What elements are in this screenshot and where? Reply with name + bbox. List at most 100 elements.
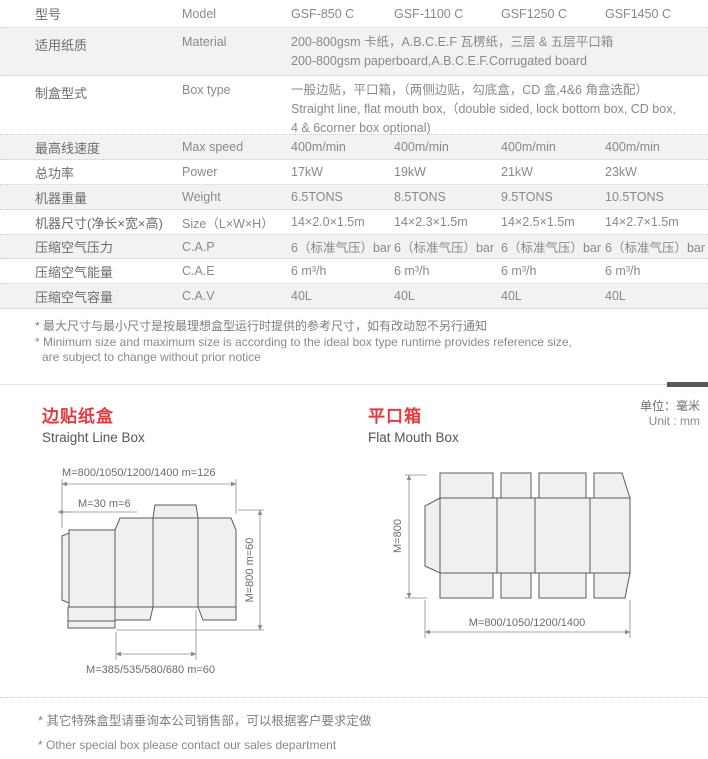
row-label-cn: 机器重量 <box>35 190 88 206</box>
cell-merged: 200-800gsm 卡纸，A.B.C.E.F 瓦楞纸，三层 & 五层平口箱 2… <box>291 28 708 76</box>
footnote-line: * Minimum size and maximum size is accor… <box>35 334 572 349</box>
straight-line-box-diagram: M=800/1050/1200/1400 m=126 M=30 m=6 M=80… <box>57 467 264 676</box>
row-label-en: Weight <box>182 190 221 204</box>
cell-value: 6.5TONS <box>291 190 343 204</box>
cell-value: GSF1250 C <box>501 6 568 21</box>
box-blank-outline <box>61 504 237 629</box>
cell-value: 6（标准气压）bar <box>501 241 602 255</box>
svg-text:M=385/535/580/680 m=60: M=385/535/580/680 m=60 <box>86 664 215 676</box>
dotted-divider <box>0 697 708 698</box>
size-footnote: * 最大尺寸与最小尺寸是按最理想盒型运行时提供的参考尺寸，如有改动恕不另行通知 … <box>35 319 572 366</box>
cell-value: 21kW <box>501 165 533 179</box>
row-label-en: Material <box>182 35 227 49</box>
cell-value: 400m/min <box>605 140 660 154</box>
table-row-model: 型号 Model GSF-850 C GSF-1100 C GSF1250 C … <box>0 0 708 28</box>
cell-value: GSF-1100 C <box>394 6 464 21</box>
table-row-cae: 压缩空气能量 C.A.E 6 m³/h 6 m³/h 6 m³/h 6 m³/h <box>0 259 708 284</box>
row-label-cn: 制盒型式 <box>35 86 88 101</box>
row-label-en: C.A.V <box>182 289 215 303</box>
cell-line: 200-800gsm 卡纸，A.B.C.E.F 瓦楞纸，三层 & 五层平口箱 <box>291 35 614 49</box>
cell-value: 400m/min <box>501 140 556 154</box>
row-label-cn: 最高线速度 <box>35 140 101 156</box>
cell-value: 6（标准气压）bar <box>394 241 495 255</box>
cell-value: 6（标准气压）bar <box>605 241 706 255</box>
cell-value: 40L <box>291 289 312 303</box>
table-row-weight: 机器重量 Weight 6.5TONS 8.5TONS 9.5TONS 10.5… <box>0 185 708 210</box>
cell-value: 17kW <box>291 165 323 179</box>
row-label-cn: 压缩空气容量 <box>35 289 114 305</box>
dimension-height: M=800 <box>392 474 427 599</box>
row-label-en: C.A.E <box>182 264 215 278</box>
cell-value: 9.5TONS <box>501 190 553 204</box>
cell-value: GSF1450 C <box>605 6 672 21</box>
table-row-cap: 压缩空气压力 C.A.P 6（标准气压）bar 6（标准气压）bar 6（标准气… <box>0 235 708 259</box>
cell-value: 14×2.5×1.5m <box>501 215 575 229</box>
unit-en: Unit : mm <box>648 414 700 428</box>
footnote-line: * 其它特殊盒型请垂询本公司销售部，可以根据客户要求定做 <box>38 714 372 728</box>
cell-value: 19kW <box>394 165 426 179</box>
cell-value: 6 m³/h <box>605 264 641 278</box>
row-label-cn: 型号 <box>35 7 62 22</box>
cell-value: 6 m³/h <box>501 264 537 278</box>
cell-line: 200-800gsm paperboard,A.B.C.E.F.Corrugat… <box>291 53 588 68</box>
cell-value: 14×2.7×1.5m <box>605 215 679 229</box>
cell-value: 14×2.0×1.5m <box>291 215 365 229</box>
cell-value: 40L <box>394 289 415 303</box>
svg-text:M=800/1050/1200/1400 m=126: M=800/1050/1200/1400 m=126 <box>62 467 216 479</box>
footnote-line: are subject to change without prior noti… <box>42 350 261 364</box>
svg-text:M=800 m=60: M=800 m=60 <box>244 538 256 603</box>
cell-value: 40L <box>605 289 626 303</box>
row-label-en: Power <box>182 165 218 179</box>
cell-value: GSF-850 C <box>291 6 355 21</box>
table-row-cav: 压缩空气容量 C.A.V 40L 40L 40L 40L <box>0 284 708 309</box>
cell-value: 6 m³/h <box>291 264 327 278</box>
cell-value: 40L <box>501 289 522 303</box>
table-row-material: 适用纸质 Material 200-800gsm 卡纸，A.B.C.E.F 瓦楞… <box>0 28 708 76</box>
cell-value: 6 m³/h <box>394 264 430 278</box>
row-label-cn: 总功率 <box>35 165 75 181</box>
footnote-line: * Other special box please contact our s… <box>38 738 337 752</box>
row-label-cn: 压缩空气压力 <box>35 240 114 255</box>
cell-line: 4 & 6corner box optional) <box>291 120 431 135</box>
row-label-en: Max speed <box>182 140 244 154</box>
svg-text:M=800: M=800 <box>392 519 404 553</box>
table-row-maxspeed: 最高线速度 Max speed 400m/min 400m/min 400m/m… <box>0 135 708 160</box>
divider-accent-bar <box>667 382 708 387</box>
cell-value: 23kW <box>605 165 637 179</box>
cell-merged: 一般边贴，平口箱，（两侧边贴，勾底盒，CD 盒,4&6 角盒选配） Straig… <box>291 76 708 142</box>
table-row-size: 机器尺寸(净长×宽×高) Size（L×W×H） 14×2.0×1.5m 14×… <box>0 210 708 235</box>
cell-value: 400m/min <box>291 140 346 154</box>
row-label-cn: 适用纸质 <box>35 38 88 53</box>
dotted-divider <box>0 384 667 385</box>
table-row-boxtype: 制盒型式 Box type 一般边贴，平口箱，（两侧边贴，勾底盒，CD 盒,4&… <box>0 76 708 135</box>
dimension-bottom: M=800/1050/1200/1400 <box>424 600 631 638</box>
cell-value: 6（标准气压）bar <box>291 241 392 255</box>
dimension-bottom: M=385/535/580/680 m=60 <box>86 610 215 676</box>
spec-table: 型号 Model GSF-850 C GSF-1100 C GSF1250 C … <box>0 0 708 309</box>
cell-value: 8.5TONS <box>394 190 446 204</box>
cell-line: Straight line, flat mouth box,（double si… <box>291 101 676 116</box>
row-label-en: Model <box>182 6 217 21</box>
section-title-en: Straight Line Box <box>42 430 145 445</box>
svg-text:M=800/1050/1200/1400: M=800/1050/1200/1400 <box>469 617 586 629</box>
flat-mouth-box-diagram: M=800 M=800/1050/1200/1400 <box>392 472 631 638</box>
row-label-en: C.A.P <box>182 239 215 254</box>
row-label-cn: 机器尺寸(净长×宽×高) <box>35 215 163 231</box>
section-heading-flat-mouth-box: 平口箱 Flat Mouth Box <box>368 402 459 445</box>
row-label-en: Box type <box>182 83 231 97</box>
section-title-cn: 平口箱 <box>368 407 422 426</box>
cell-line: 一般边贴，平口箱，（两侧边贴，勾底盒，CD 盒,4&6 角盒选配） <box>291 83 648 97</box>
table-row-power: 总功率 Power 17kW 19kW 21kW 23kW <box>0 160 708 185</box>
section-title-cn: 边贴纸盒 <box>42 407 114 426</box>
cell-value: 14×2.3×1.5m <box>394 215 468 229</box>
unit-label: 单位：毫米 Unit : mm <box>640 399 700 429</box>
row-label-cn: 压缩空气能量 <box>35 264 114 280</box>
box-blank-outline <box>424 472 631 599</box>
svg-text:M=30 m=6: M=30 m=6 <box>78 498 131 510</box>
section-heading-straight-line-box: 边贴纸盒 Straight Line Box <box>42 402 145 445</box>
footnote-line: * 最大尺寸与最小尺寸是按最理想盒型运行时提供的参考尺寸，如有改动恕不另行通知 <box>35 319 488 333</box>
cell-value: 10.5TONS <box>605 190 664 204</box>
section-title-en: Flat Mouth Box <box>368 430 459 445</box>
cell-value: 400m/min <box>394 140 449 154</box>
